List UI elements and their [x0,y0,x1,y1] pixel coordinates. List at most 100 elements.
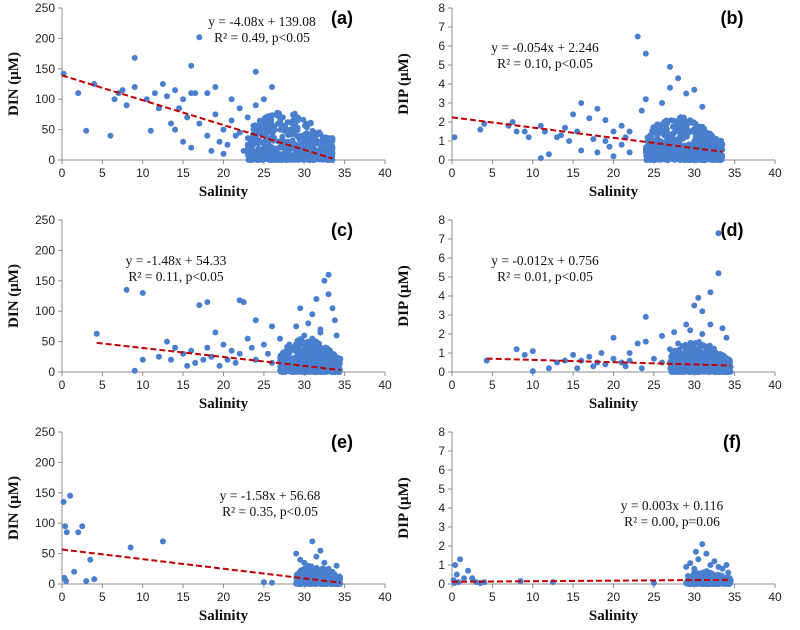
x-tick-label: 35 [338,590,352,604]
x-tick-label: 10 [136,378,150,392]
data-point [657,138,664,144]
data-point [695,124,702,131]
regression-equation: y = -0.054x + 2.246 [491,40,599,55]
data-point [266,117,273,124]
data-point [62,523,69,530]
data-point [702,358,709,364]
data-point [244,114,251,121]
data-point [184,362,191,369]
y-tick-label: 50 [42,123,56,137]
data-point [325,291,332,298]
data-point [691,302,698,309]
x-tick-label: 15 [566,378,580,392]
data-point [139,356,146,363]
data-point [700,368,707,375]
data-point [610,334,617,341]
data-point [307,143,314,149]
y-tick-label: 7 [438,232,445,246]
data-point [265,148,272,155]
data-point [457,556,464,563]
x-tick-label: 25 [647,378,661,392]
data-point [286,129,293,136]
data-point [180,96,187,103]
data-point [675,124,681,131]
data-point [75,529,82,536]
data-point [692,580,699,587]
data-point [679,366,686,373]
data-point [626,128,633,135]
data-point [690,119,697,126]
data-point [277,114,283,121]
data-point [317,568,324,575]
data-point [299,368,306,375]
y-tick-label: 2 [438,539,445,553]
data-point [196,34,203,41]
data-point [659,130,666,137]
y-tick-label: 150 [35,274,55,288]
data-point [549,579,556,586]
data-point [720,580,727,587]
data-point [212,111,219,118]
data-point [675,340,682,347]
y-tick-label: 200 [35,243,55,257]
data-point [677,350,684,357]
data-point [687,573,694,580]
y-axis-title: DIN (μM) [6,52,22,116]
data-point [726,368,732,375]
data-point [192,359,199,366]
panel-b: 0 5 10 15 20 25 30 35 40 0 1 2 3 4 5 6 7 8 Salinity DIP (μM… [396,1,782,200]
data-point [566,138,573,144]
y-tick-label: 4 [438,77,445,91]
data-point [610,355,617,362]
data-point [306,578,313,585]
x-tick-label: 5 [489,166,496,180]
data-point [309,565,316,572]
data-point [313,296,320,302]
data-point [667,63,673,70]
y-tick-label: 5 [438,270,445,284]
data-point [232,359,239,366]
x-tick-label: 5 [99,378,106,392]
data-point [236,350,243,357]
x-tick-label: 10 [136,590,150,604]
data-point [708,358,715,365]
data-point [452,562,459,568]
y-tick-label: 0 [48,577,55,591]
data-point [578,100,585,106]
data-point [715,270,722,277]
data-point [594,105,601,112]
x-axis-title: Salinity [589,184,639,200]
data-point [67,492,74,499]
data-point [250,122,257,129]
data-point [220,150,227,157]
data-point [321,277,328,284]
data-point [570,351,577,358]
data-point [650,126,657,133]
data-point [686,369,693,375]
data-point [285,368,292,375]
data-point [659,359,665,366]
x-tick-label: 25 [257,378,271,392]
data-point [521,128,528,135]
data-point [164,93,170,100]
data-point [155,105,162,112]
y-tick-label: 100 [35,304,55,318]
data-point [659,332,665,339]
data-point [594,149,601,156]
data-point [717,156,724,162]
data-point [168,356,174,363]
x-tick-label: 25 [257,590,271,604]
x-axis-title: Salinity [589,396,639,412]
y-tick-label: 100 [35,516,55,530]
data-point [301,332,308,339]
data-point [329,146,336,153]
data-point [670,148,677,155]
data-point [93,330,100,337]
data-point [252,68,259,75]
data-point [671,329,678,336]
x-axis-title: Salinity [199,608,249,624]
data-point [690,349,697,356]
data-point [75,90,82,97]
x-tick-label: 30 [298,590,312,604]
data-point [164,338,170,345]
